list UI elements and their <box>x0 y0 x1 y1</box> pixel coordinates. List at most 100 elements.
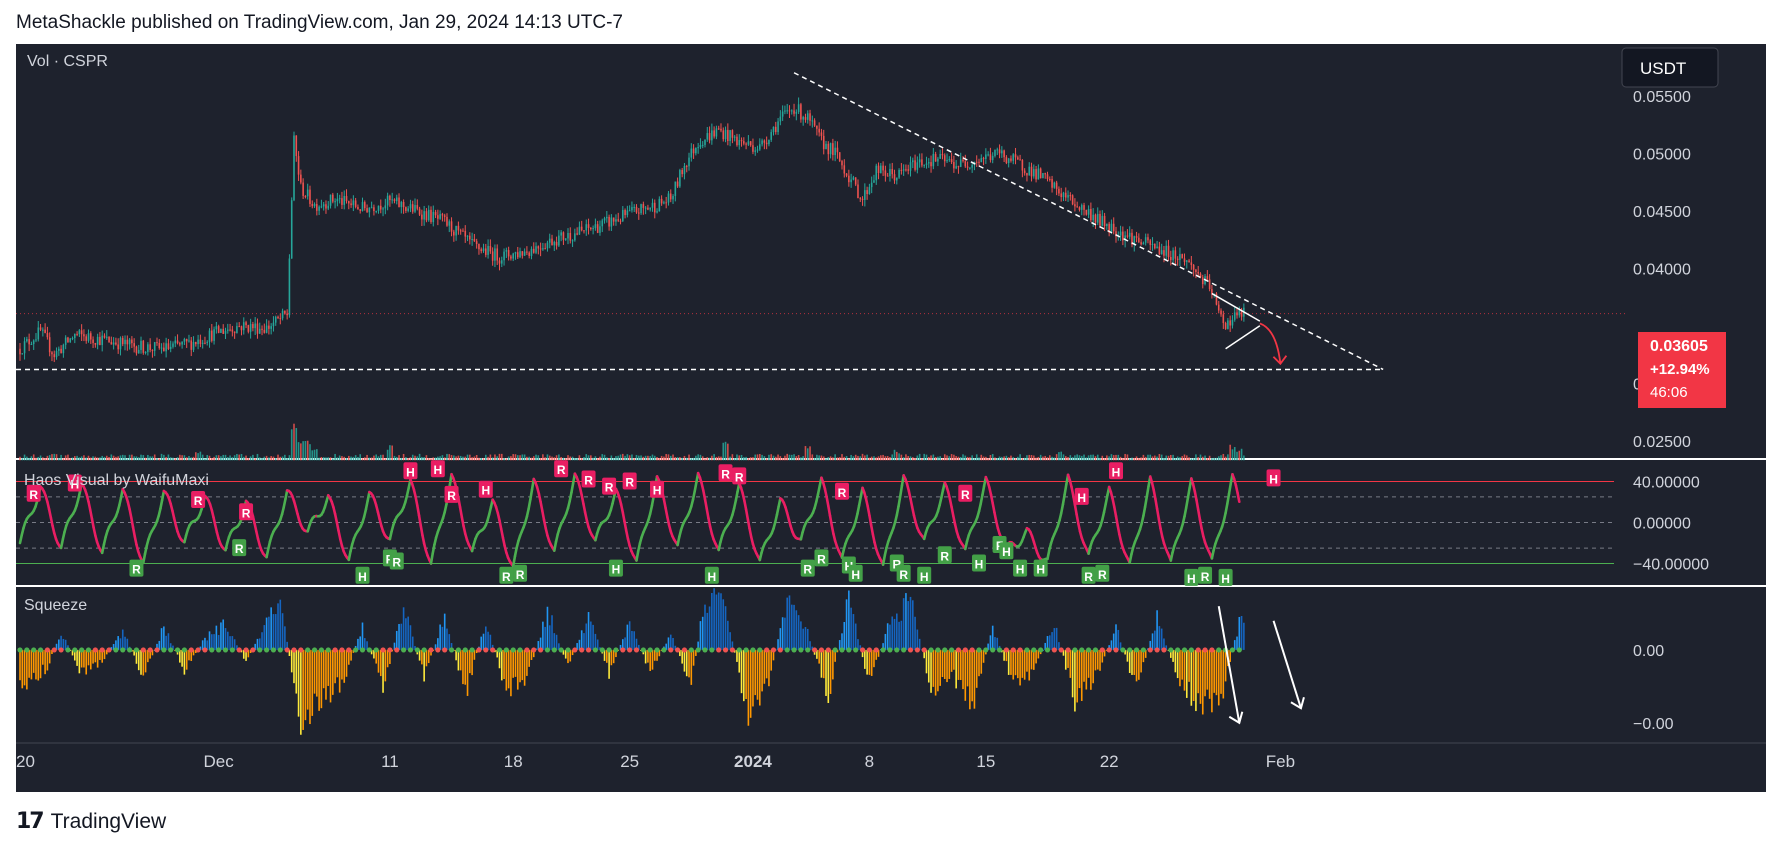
price-candle <box>880 165 882 174</box>
price-candle <box>1154 244 1156 249</box>
price-candle <box>745 143 747 145</box>
volume-bar <box>1172 454 1174 461</box>
squeeze-dot <box>202 647 208 653</box>
squeeze-bar <box>249 649 252 653</box>
price-candle <box>701 144 704 146</box>
price-candle <box>480 249 483 252</box>
price-candle <box>749 141 752 146</box>
volume-bar <box>699 454 702 461</box>
squeeze-bar <box>806 628 809 650</box>
badge-bg <box>67 474 82 492</box>
price-candle <box>441 214 444 216</box>
squeeze-bar <box>637 644 640 650</box>
squeeze-dot <box>1010 647 1016 653</box>
price-candle <box>907 169 910 171</box>
price-candle <box>83 334 85 337</box>
volume-bar <box>510 456 512 461</box>
volume-bar <box>78 457 81 461</box>
squeeze-bar <box>706 612 709 650</box>
volume-bar <box>519 455 521 461</box>
volume-bar <box>140 454 142 461</box>
volume-bar <box>770 454 773 461</box>
squeeze-bar <box>898 621 900 650</box>
cci-segment <box>989 493 995 505</box>
chart-frame[interactable]: RHRRRRHHRHHRRRRRRHRRHRRHRRRRHHRRHRHFHHHH… <box>16 44 1766 792</box>
squeeze-bar <box>35 649 37 680</box>
momentum-arrow-head <box>1290 696 1305 710</box>
price-candle <box>884 170 887 176</box>
cci-segment <box>895 505 900 517</box>
time-axis-tick: Dec <box>204 752 235 771</box>
tradingview-chart[interactable]: RHRRRRHHRHHRRRRRRHRRHRRHRRRRHHRRHRHFHHHH… <box>16 44 1766 792</box>
cci-signal-badge-green: H <box>355 566 370 584</box>
volume-bar <box>391 445 393 461</box>
currency-button[interactable]: USDT <box>1621 47 1719 88</box>
volume-bar <box>195 452 197 461</box>
cci-segment <box>1143 495 1149 509</box>
volume-bar <box>1227 454 1229 461</box>
price-candle <box>587 224 590 228</box>
squeeze-bar <box>548 625 551 650</box>
price-candle <box>30 344 33 346</box>
price-candle <box>1090 209 1092 221</box>
volume-bar <box>907 456 910 461</box>
price-candle <box>238 326 240 328</box>
tradingview-footer[interactable]: 17 TradingView <box>16 809 166 834</box>
price-candle <box>393 199 396 202</box>
cci-segment <box>128 507 133 520</box>
price-candle <box>852 177 855 180</box>
price-candle <box>987 154 989 156</box>
volume-bar <box>21 458 24 461</box>
squeeze-bar <box>943 649 946 680</box>
volume-bar <box>585 454 588 461</box>
cci-segment <box>1222 511 1227 522</box>
squeeze-bar <box>300 649 302 735</box>
volume-bar <box>1124 453 1126 461</box>
cci-segment <box>525 507 530 518</box>
price-candle <box>512 253 514 259</box>
price-candle <box>832 143 834 156</box>
squeeze-bar <box>208 631 211 650</box>
squeeze-bar <box>1048 635 1051 650</box>
volume-bar <box>446 453 448 461</box>
volume-bar <box>1076 454 1078 461</box>
squeeze-bar <box>1195 649 1197 712</box>
squeeze-bar <box>1046 636 1049 650</box>
volume-bar <box>103 456 106 461</box>
price-candle <box>236 326 238 334</box>
squeeze-dot <box>1031 647 1037 653</box>
squeeze-bar <box>845 599 848 650</box>
squeeze-bar <box>163 626 165 650</box>
price-candle <box>569 232 572 241</box>
price-candle <box>1128 232 1131 237</box>
squeeze-bar <box>92 649 94 664</box>
volume-bar <box>528 456 530 461</box>
squeeze-bar <box>471 649 473 676</box>
price-candle <box>115 342 117 345</box>
price-candle <box>854 177 857 185</box>
squeeze-bar <box>674 645 677 650</box>
squeeze-dot <box>106 647 112 653</box>
volume-bar <box>914 457 916 461</box>
squeeze-bar <box>756 649 759 700</box>
squeeze-dot <box>1188 647 1194 653</box>
squeeze-dot <box>990 647 996 653</box>
squeeze-bar <box>1188 649 1190 682</box>
price-candle <box>302 182 304 196</box>
volume-bar <box>222 454 225 461</box>
price-candle <box>87 333 90 341</box>
badge-bg <box>355 566 370 584</box>
price-candle <box>1183 258 1186 262</box>
price-candle <box>535 246 537 253</box>
squeeze-bar <box>841 633 843 650</box>
squeeze-bar <box>930 649 932 693</box>
price-candle <box>327 205 330 209</box>
price-candle <box>882 165 884 171</box>
squeeze-bar <box>318 649 320 711</box>
volume-bar <box>500 453 503 461</box>
volume-bar <box>628 455 631 461</box>
price-candle <box>1165 245 1168 256</box>
badge-bg <box>430 460 445 478</box>
volume-bar <box>841 454 843 461</box>
price-candle <box>416 205 419 209</box>
